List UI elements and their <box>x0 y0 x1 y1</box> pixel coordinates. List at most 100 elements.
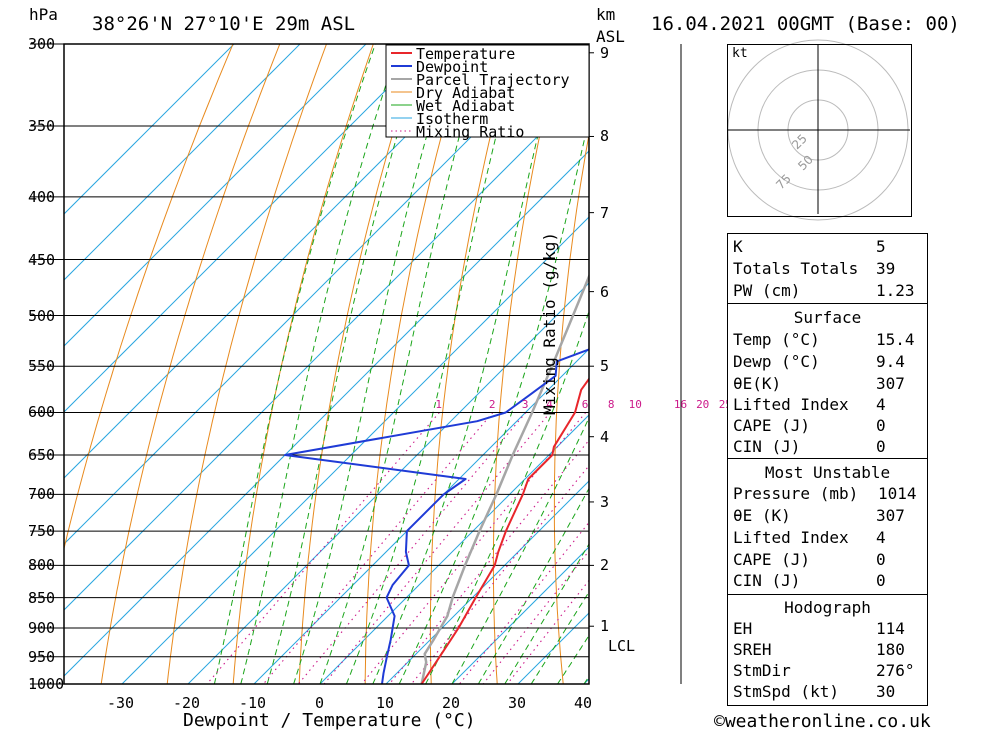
pressure-unit-label: hPa <box>29 5 58 24</box>
dry-adiabat-line <box>166 44 327 684</box>
most-unstable-box: Most Unstable Pressure (mb) 1014 θE (K) 30… <box>727 458 928 596</box>
pressure-tick-label: 1000 <box>28 675 65 693</box>
mixing-ratio-label: 10 <box>628 398 642 412</box>
mu-cape-label: CAPE (J) <box>733 550 811 569</box>
mu-pressure-value: 1014 <box>878 484 917 503</box>
temperature-line <box>420 377 589 684</box>
tt-value: 39 <box>876 259 896 278</box>
km-tick-label: 3 <box>600 492 610 511</box>
parcel-line <box>420 273 589 684</box>
mu-title: Most Unstable <box>764 463 891 482</box>
pressure-tick-label: 750 <box>28 522 56 541</box>
x-tick-label: 10 <box>376 694 395 712</box>
surface-temp-value: 15.4 <box>876 330 915 349</box>
mixing-ratio-label: 20 <box>696 398 710 412</box>
hodograph-unit: kt <box>732 46 748 61</box>
km-tick-label: 8 <box>600 127 610 146</box>
hodograph-box: kt <box>727 44 912 217</box>
surface-dewp-label: Dewp (°C) <box>733 352 820 371</box>
mixing-ratio-label: 1 <box>435 398 442 412</box>
mu-pressure-label: Pressure (mb) <box>733 484 859 503</box>
isotherm-line <box>64 44 499 479</box>
surface-cape-label: CAPE (J) <box>733 416 811 435</box>
mixing-ratio-line <box>206 412 440 684</box>
mu-cape-value: 0 <box>876 550 886 569</box>
km-tick-label: 9 <box>600 43 610 62</box>
legend-dry-adiabat: Dry Adiabat <box>416 84 516 102</box>
hodograph-params-box: Hodograph EH 114 SREH 180 StmDir 276° StmSp… <box>727 594 928 706</box>
stmspd-label: StmSpd (kt) <box>733 682 839 701</box>
wind-profile <box>589 44 682 684</box>
k-value: 5 <box>876 237 886 256</box>
x-tick-label: 20 <box>442 694 461 712</box>
mixing-ratio-label: 3 <box>521 398 529 412</box>
legend-swatches <box>385 44 590 138</box>
isotherm-line <box>64 44 235 215</box>
x-tick-label: -10 <box>239 694 267 712</box>
mu-li-label: Lifted Index <box>733 528 849 547</box>
surface-box: Surface Temp (°C) 15.4 Dewp (°C) 9.4 θE(K)… <box>727 303 928 460</box>
lcl-label: LCL <box>608 637 636 655</box>
mu-cin-value: 0 <box>876 571 886 590</box>
legend-dewpoint: Dewpoint <box>416 58 489 76</box>
x-tick-label: 40 <box>574 694 593 712</box>
isotherm-line <box>64 44 433 413</box>
stmspd-value: 30 <box>876 682 896 701</box>
sreh-label: SREH <box>733 640 772 659</box>
legend-frame <box>385 44 590 138</box>
pressure-tick-label: 550 <box>28 357 56 376</box>
isotherm-line <box>319 414 589 684</box>
isotherm-line <box>64 44 367 347</box>
profile-series <box>284 273 589 684</box>
isotherm-line <box>64 44 565 545</box>
x-tick-label: 30 <box>508 694 527 712</box>
pressure-tick-label: 850 <box>28 588 56 607</box>
location-label: 38°26'N 27°10'E 29m ASL <box>92 13 356 35</box>
hodo-params-title: Hodograph <box>784 598 871 617</box>
surface-temp-label: Temp (°C) <box>733 330 820 349</box>
mu-cin-label: CIN (J) <box>733 571 801 590</box>
pressure-tick-label: 350 <box>28 116 56 135</box>
pressure-tick-label: 450 <box>28 250 56 269</box>
indices-box: K 5 Totals Totals 39 PW (cm) 1.23 <box>727 233 928 305</box>
mixing-ratio-line <box>388 439 589 684</box>
dry-adiabat-line <box>981 44 1000 684</box>
surface-theta-value: 307 <box>876 374 905 393</box>
legend-wet-adiabat: Wet Adiabat <box>416 97 516 115</box>
mu-theta-label: θE (K) <box>733 506 791 525</box>
km-tick-label: 2 <box>600 556 610 575</box>
sreh-value: 180 <box>876 640 905 659</box>
dry-adiabat-line <box>933 44 1000 684</box>
pressure-tick-label: 500 <box>28 306 56 325</box>
mixing-ratio-line <box>323 412 551 684</box>
mixing-ratio-line <box>482 550 589 684</box>
mixing-ratio-label: 8 <box>607 398 615 412</box>
x-axis-label: Dewpoint / Temperature (°C) <box>183 710 476 731</box>
km-tick-label: 6 <box>600 282 610 301</box>
mixing-ratio-line <box>410 464 589 684</box>
isotherm-line <box>253 348 589 684</box>
mixing-ratio-label: 2 <box>488 398 496 412</box>
asl-label: ASL <box>596 27 625 46</box>
x-tick-label: -30 <box>107 694 135 712</box>
km-tick-label: 7 <box>600 203 610 222</box>
credit-link[interactable]: ©weatheronline.co.uk <box>714 711 931 732</box>
km-tick-label: 1 <box>600 617 610 636</box>
mixing-ratio-label: 6 <box>581 398 589 412</box>
legend-isotherm: Isotherm <box>416 110 489 128</box>
eh-value: 114 <box>876 619 905 638</box>
legend-parcel: Parcel Trajectory <box>416 71 570 89</box>
km-tick-label: 4 <box>600 427 610 446</box>
pw-label: PW (cm) <box>733 281 801 300</box>
legend-temperature: Temperature <box>416 45 516 63</box>
k-label: K <box>733 237 743 256</box>
surface-cape-value: 0 <box>876 416 886 435</box>
isotherm-line <box>64 44 301 281</box>
dry-adiabat-line <box>671 44 701 684</box>
pressure-tick-label: 300 <box>28 35 56 53</box>
datetime-label: 16.04.2021 00GMT (Base: 00) <box>651 13 960 35</box>
pressure-tick-label: 800 <box>28 556 56 575</box>
surface-dewp-value: 9.4 <box>876 352 905 371</box>
isotherm-line <box>64 84 589 611</box>
